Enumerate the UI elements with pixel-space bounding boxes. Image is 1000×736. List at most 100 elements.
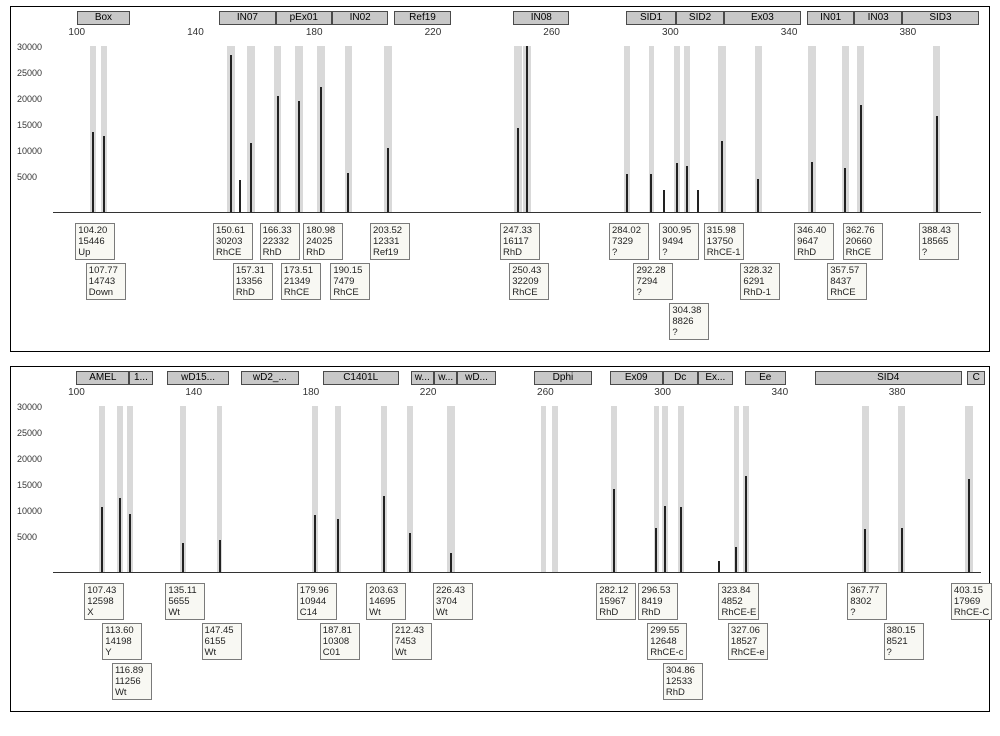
region-label: C1401L [323,371,399,385]
peak [745,476,747,572]
peak-callout: 190.157479RhCE [330,263,370,300]
callout-line: 315.98 [707,225,741,236]
callout-line: 14743 [89,276,123,287]
peak [811,162,813,212]
region-labels: AMEL1...wD15...wD2_...C1401Lw...w...wD..… [11,371,989,387]
callout-line: 10944 [300,596,334,607]
callout-line: RhD [306,247,340,258]
callout-line: 250.43 [512,265,546,276]
peak-callout: 173.5121349RhCE [281,263,321,300]
region-label: Dc [663,371,698,385]
region-label: IN08 [513,11,569,25]
peak [655,528,657,572]
peak-callout: 113.6014198Y [102,623,142,660]
callouts: 107.4312598X113.6014198Y116.8911256Wt135… [15,583,985,707]
peak [101,507,103,572]
callout-line: RhCE [333,287,367,298]
callout-line: RhCE [830,287,864,298]
peak-callout: 212.437453Wt [392,623,432,660]
callout-line: RhCE [512,287,546,298]
callout-line: 300.95 [662,225,696,236]
peak-callout: 116.8911256Wt [112,663,152,700]
callout-line: RhCE-1 [707,247,741,258]
callout-line: ? [612,247,646,258]
callout-line: 104.20 [78,225,112,236]
callout-line: 190.15 [333,265,367,276]
callout-line: 180.98 [306,225,340,236]
plot-area: 50001000015000200002500030000 [15,401,985,581]
peak [697,190,699,212]
peak [860,105,862,212]
callout-line: 166.33 [263,225,297,236]
callout-line: Up [78,247,112,258]
region-label: AMEL [76,371,129,385]
callouts: 104.2015446Up107.7714743Down150.6130203R… [15,223,985,347]
x-tick: 300 [654,387,671,398]
region-label: Ex... [698,371,733,385]
region-label: IN02 [332,11,388,25]
callout-line: Wt [205,647,239,658]
callout-line: 13750 [707,236,741,247]
peak-callout: 300.959494? [659,223,699,260]
x-tick: 300 [662,27,679,38]
peak [676,163,678,212]
callout-line: Wt [168,607,202,618]
callout-line: 173.51 [284,265,318,276]
region-label: Dphi [534,371,593,385]
peak-callout: 150.6130203RhCE [213,223,253,260]
peak [219,540,221,572]
x-tick: 180 [306,27,323,38]
callout-line: 296.53 [641,585,675,596]
callout-line: 107.43 [87,585,121,596]
callout-line: ? [850,607,884,618]
x-axis: 100140180220260300340380 [11,27,989,41]
x-axis: 100140180220260300340380 [11,387,989,401]
x-tick: 380 [899,27,916,38]
callout-line: RhD-1 [743,287,777,298]
peak-callout: 282.1215967RhD [596,583,636,620]
callout-line: 21349 [284,276,318,287]
peak-shade [541,406,547,572]
region-label: SID2 [676,11,723,25]
callout-line: RhCE-E [721,607,756,618]
peak-callout: 226.433704Wt [433,583,473,620]
callout-line: 328.32 [743,265,777,276]
y-tick: 10000 [17,506,42,516]
x-tick: 380 [889,387,906,398]
region-labels: BoxIN07pEx01IN02Ref19IN08SID1SID2Ex03IN0… [11,11,989,27]
callout-line: 113.60 [105,625,139,636]
callout-line: 203.52 [373,225,407,236]
panel-bottom: AMEL1...wD15...wD2_...C1401Lw...w...wD..… [10,366,990,712]
callout-line: 12331 [373,236,407,247]
region-label: wD15... [167,371,229,385]
callout-line: 9647 [797,236,831,247]
panel-top: BoxIN07pEx01IN02Ref19IN08SID1SID2Ex03IN0… [10,6,990,352]
peak [721,141,723,212]
baseline [53,212,981,213]
x-tick: 340 [781,27,798,38]
y-tick: 20000 [17,94,42,104]
x-tick: 340 [771,387,788,398]
peak-callout: 107.7714743Down [86,263,126,300]
callout-line: RhCE [216,247,250,258]
callout-line: 7453 [395,636,429,647]
callout-line: 179.96 [300,585,334,596]
callout-line: 292.28 [636,265,670,276]
callout-line: 12598 [87,596,121,607]
x-tick: 140 [185,387,202,398]
callout-line: RhD [503,247,537,258]
callout-line: RhD [666,687,700,698]
peak [663,190,665,212]
callout-line: 8419 [641,596,675,607]
callout-line: 18565 [922,236,956,247]
region-label: SID1 [626,11,676,25]
callout-line: 388.43 [922,225,956,236]
peak-callout: 388.4318565? [919,223,959,260]
callout-line: RhCE-c [650,647,684,658]
peak-callout: 292.287294? [633,263,673,300]
peak-callout: 403.1517969RhCE-C [951,583,992,620]
peak-callout: 328.326291RhD-1 [740,263,780,300]
callout-line: 116.89 [115,665,149,676]
figure: BoxIN07pEx01IN02Ref19IN08SID1SID2Ex03IN0… [0,0,1000,722]
peak-callout: 299.5512648RhCE-c [647,623,687,660]
